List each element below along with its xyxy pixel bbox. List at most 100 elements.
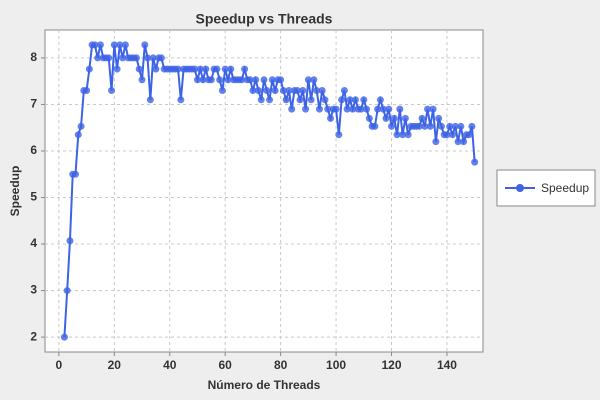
data-point	[307, 96, 315, 104]
data-point	[349, 105, 357, 113]
x-tick-label: 20	[108, 358, 122, 372]
x-tick-label: 140	[437, 358, 457, 372]
data-point	[85, 65, 93, 73]
data-point	[327, 114, 335, 122]
data-point	[177, 96, 185, 104]
data-point	[313, 86, 321, 94]
data-point	[285, 86, 293, 94]
data-point	[216, 76, 224, 84]
data-point	[465, 131, 473, 139]
data-point	[426, 122, 434, 130]
data-point	[213, 65, 221, 73]
x-tick-label: 100	[326, 358, 346, 372]
data-point	[224, 76, 232, 84]
data-point	[374, 105, 382, 113]
x-tick-label: 40	[163, 358, 177, 372]
y-tick-label: 2	[30, 329, 37, 343]
data-point	[443, 131, 451, 139]
data-point	[363, 105, 371, 113]
data-point	[351, 96, 359, 104]
data-point	[421, 122, 429, 130]
data-point	[271, 86, 279, 94]
data-point	[132, 54, 140, 62]
data-point	[318, 86, 326, 94]
data-point	[199, 76, 207, 84]
data-point	[424, 105, 432, 113]
x-tick-label: 0	[56, 358, 63, 372]
data-point	[105, 54, 113, 62]
data-point	[449, 131, 457, 139]
data-point	[71, 170, 79, 178]
data-point	[446, 122, 454, 130]
data-point	[302, 105, 310, 113]
data-point	[263, 86, 271, 94]
data-point	[238, 76, 246, 84]
data-point	[146, 96, 154, 104]
data-point	[457, 122, 465, 130]
data-point	[401, 114, 409, 122]
data-point	[435, 114, 443, 122]
data-point	[321, 96, 329, 104]
data-point	[74, 131, 82, 139]
data-point	[252, 76, 260, 84]
data-point	[116, 41, 124, 49]
data-point	[110, 41, 118, 49]
data-point	[96, 41, 104, 49]
data-point	[340, 86, 348, 94]
x-tick-label: 60	[219, 358, 233, 372]
data-point	[293, 86, 301, 94]
y-tick-label: 3	[30, 283, 37, 297]
data-point	[360, 96, 368, 104]
data-point	[138, 76, 146, 84]
data-point	[393, 131, 401, 139]
data-point	[343, 105, 351, 113]
data-point	[288, 105, 296, 113]
y-tick-label: 4	[30, 236, 37, 250]
data-point	[296, 96, 304, 104]
data-point	[279, 86, 287, 94]
data-point	[246, 76, 254, 84]
data-point	[196, 65, 204, 73]
data-point	[193, 76, 201, 84]
data-point	[108, 86, 116, 94]
data-point	[282, 96, 290, 104]
data-point	[202, 65, 210, 73]
data-point	[191, 65, 199, 73]
data-point	[121, 41, 129, 49]
data-point	[382, 114, 390, 122]
data-point	[310, 76, 318, 84]
data-point	[260, 76, 268, 84]
data-point	[415, 122, 423, 130]
data-point	[429, 105, 437, 113]
data-point	[404, 131, 412, 139]
data-point	[332, 105, 340, 113]
x-tick-label: 80	[274, 358, 288, 372]
data-point	[249, 86, 257, 94]
data-point	[77, 122, 85, 130]
data-point	[119, 54, 127, 62]
data-point	[357, 105, 365, 113]
data-point	[376, 96, 384, 104]
data-point	[63, 287, 71, 295]
data-point	[149, 54, 157, 62]
x-axis-label: Número de Threads	[208, 378, 321, 392]
data-point	[257, 96, 265, 104]
data-point	[388, 122, 396, 130]
data-point	[379, 105, 387, 113]
data-point	[390, 114, 398, 122]
data-point	[91, 41, 99, 49]
data-point	[241, 65, 249, 73]
legend-marker	[516, 184, 524, 192]
data-point	[385, 105, 393, 113]
legend-label: Speedup	[541, 181, 589, 195]
data-point	[338, 96, 346, 104]
y-tick-label: 8	[30, 50, 37, 64]
data-point	[144, 54, 152, 62]
data-point	[135, 65, 143, 73]
y-tick-label: 7	[30, 97, 37, 111]
y-tick-label: 5	[30, 190, 37, 204]
chart-title: Speedup vs Threads	[196, 11, 333, 27]
data-point	[218, 86, 226, 94]
data-point	[335, 131, 343, 139]
data-point	[451, 122, 459, 130]
